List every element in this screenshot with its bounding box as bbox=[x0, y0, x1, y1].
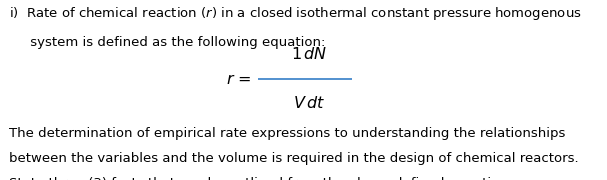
Text: State three (3) facts that can be outlined from the above defined equation.: State three (3) facts that can be outlin… bbox=[9, 177, 512, 180]
Text: between the variables and the volume is required in the design of chemical react: between the variables and the volume is … bbox=[9, 152, 578, 165]
Text: The determination of empirical rate expressions to understanding the relationshi: The determination of empirical rate expr… bbox=[9, 127, 566, 140]
Text: $r$ =: $r$ = bbox=[226, 72, 252, 87]
Text: system is defined as the following equation:: system is defined as the following equat… bbox=[9, 36, 325, 49]
Text: $V\,dt$: $V\,dt$ bbox=[293, 95, 326, 111]
Text: i)  Rate of chemical reaction ($r$) in a closed isothermal constant pressure hom: i) Rate of chemical reaction ($r$) in a … bbox=[9, 5, 582, 22]
Text: $1\,dN$: $1\,dN$ bbox=[291, 46, 328, 62]
